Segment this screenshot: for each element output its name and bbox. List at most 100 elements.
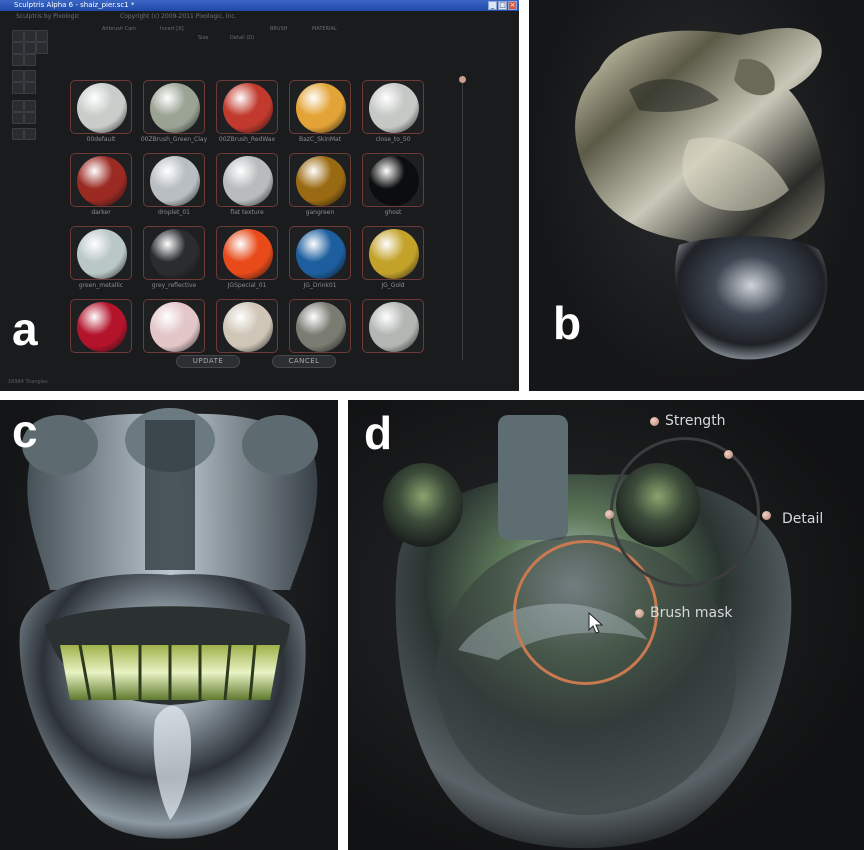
material-label: JG_Drink01: [303, 282, 337, 289]
detail-slider[interactable]: Detail (D): [230, 35, 255, 41]
tool-button-12[interactable]: [24, 82, 36, 94]
material-swatch[interactable]: [362, 299, 424, 363]
brush-settings-ring: [610, 437, 760, 587]
invert-toggle[interactable]: Invert [X]: [160, 26, 184, 32]
material-swatch[interactable]: close_to_50: [362, 80, 424, 144]
update-button[interactable]: UPDATE: [176, 355, 240, 368]
airbrush-toggle[interactable]: Airbrush Cam: [102, 26, 137, 32]
material-label: BazC_SkinMat: [298, 136, 342, 143]
strength-dial-handle[interactable]: [724, 450, 733, 459]
material-sphere-preview: [296, 302, 346, 352]
copyright-text: Copyright (c) 2009-2011 Pixologic, Inc.: [120, 13, 237, 20]
tool-button-6[interactable]: [36, 42, 48, 54]
brush-button[interactable]: BRUSH: [270, 26, 288, 32]
material-button[interactable]: MATERIAL: [312, 26, 337, 32]
window-title: Sculptris Alpha 6 - shaiz_pier.sc1 *: [14, 1, 135, 9]
tool-button-8[interactable]: [24, 54, 36, 66]
tool-button-15[interactable]: [12, 112, 24, 124]
tool-button-5[interactable]: [24, 42, 36, 54]
material-swatch[interactable]: flat texture: [216, 153, 278, 217]
material-sphere-preview: [223, 229, 273, 279]
detail-label: Detail: [782, 511, 824, 527]
size-handle[interactable]: [605, 510, 614, 519]
material-sphere-preview: [369, 229, 419, 279]
strength-handle[interactable]: [650, 417, 659, 426]
material-sphere-preview: [223, 156, 273, 206]
tool-button-4[interactable]: [12, 42, 24, 54]
material-swatch[interactable]: 00ZBrush_RedWax: [216, 80, 278, 144]
material-swatch[interactable]: [289, 299, 351, 363]
tool-button-7[interactable]: [12, 54, 24, 66]
material-swatch[interactable]: green_metallic: [70, 226, 132, 290]
material-swatch-frame: [362, 299, 424, 353]
material-swatch[interactable]: 00ZBrush_Green_Clay: [141, 80, 207, 144]
material-swatch[interactable]: darker: [70, 153, 132, 217]
material-swatch[interactable]: JG_Gold: [362, 226, 424, 290]
material-label: 00ZBrush_Green_Clay: [140, 136, 208, 143]
material-label: flat texture: [230, 209, 264, 216]
material-label: JGSpecial_01: [227, 282, 267, 289]
scroll-track[interactable]: [462, 80, 463, 360]
material-sphere-preview: [150, 229, 200, 279]
tool-button-16[interactable]: [24, 112, 36, 124]
material-swatch-frame: [143, 226, 205, 280]
tool-button-2[interactable]: [24, 30, 36, 42]
material-sphere-preview: [369, 156, 419, 206]
tool-button-18[interactable]: [24, 128, 36, 140]
toolbar: Airbrush Cam Invert [X] Size Detail (D) …: [10, 26, 510, 58]
material-sphere-preview: [223, 83, 273, 133]
material-label: darker: [91, 209, 111, 216]
close-button[interactable]: ×: [508, 1, 517, 10]
strength-label: Strength: [665, 413, 726, 429]
panel-label-d: d: [364, 407, 393, 459]
material-swatch[interactable]: 00default: [70, 80, 132, 144]
material-label: close_to_50: [375, 136, 411, 143]
scroll-handle[interactable]: [459, 76, 466, 83]
panel-label-c: c: [12, 405, 38, 457]
material-sphere-preview: [77, 156, 127, 206]
material-swatch-frame: [362, 226, 424, 280]
tool-button-1[interactable]: [12, 30, 24, 42]
material-swatch-frame: [216, 226, 278, 280]
material-swatch[interactable]: [143, 299, 205, 363]
material-swatch-frame: [362, 153, 424, 207]
tool-button-13[interactable]: [12, 100, 24, 112]
cancel-button[interactable]: CANCEL: [272, 355, 336, 368]
material-label: green_metallic: [78, 282, 124, 289]
material-sphere-preview: [296, 156, 346, 206]
app-name: Sculptris by Pixologic: [16, 13, 80, 20]
tool-button-17[interactable]: [12, 128, 24, 140]
material-swatch[interactable]: grey_reflective: [143, 226, 205, 290]
tool-button-9[interactable]: [12, 70, 24, 82]
material-sphere-preview: [296, 83, 346, 133]
window-titlebar[interactable]: Sculptris Alpha 6 - shaiz_pier.sc1 * _ □…: [0, 0, 519, 11]
material-swatch-frame: [70, 153, 132, 207]
tool-button-11[interactable]: [12, 82, 24, 94]
sculpt-model-side: [575, 28, 828, 360]
tool-button-10[interactable]: [24, 70, 36, 82]
material-swatch[interactable]: ghost: [362, 153, 424, 217]
material-sphere-preview: [369, 83, 419, 133]
material-swatch-frame: [70, 299, 132, 353]
material-swatch-frame: [70, 80, 132, 134]
material-swatch[interactable]: JGSpecial_01: [216, 226, 278, 290]
material-label: 00ZBrush_RedWax: [218, 136, 276, 143]
brush-mask-handle[interactable]: [635, 609, 644, 618]
detail-handle[interactable]: [762, 511, 771, 520]
material-swatch[interactable]: BazC_SkinMat: [289, 80, 351, 144]
minimize-button[interactable]: _: [488, 1, 497, 10]
size-slider[interactable]: Size: [198, 35, 209, 41]
material-swatch[interactable]: droplet_01: [143, 153, 205, 217]
material-sphere-preview: [150, 156, 200, 206]
panel-b-viewport: b: [529, 0, 864, 391]
panel-label-a: a: [12, 303, 38, 355]
panel-label-b: b: [553, 297, 582, 349]
material-swatch[interactable]: [216, 299, 278, 363]
tool-button-3[interactable]: [36, 30, 48, 42]
maximize-button[interactable]: □: [498, 1, 507, 10]
material-swatch[interactable]: JG_Drink01: [289, 226, 351, 290]
material-sphere-preview: [150, 302, 200, 352]
tool-button-14[interactable]: [24, 100, 36, 112]
material-swatch[interactable]: gangreen: [289, 153, 351, 217]
material-swatch[interactable]: [70, 299, 132, 363]
